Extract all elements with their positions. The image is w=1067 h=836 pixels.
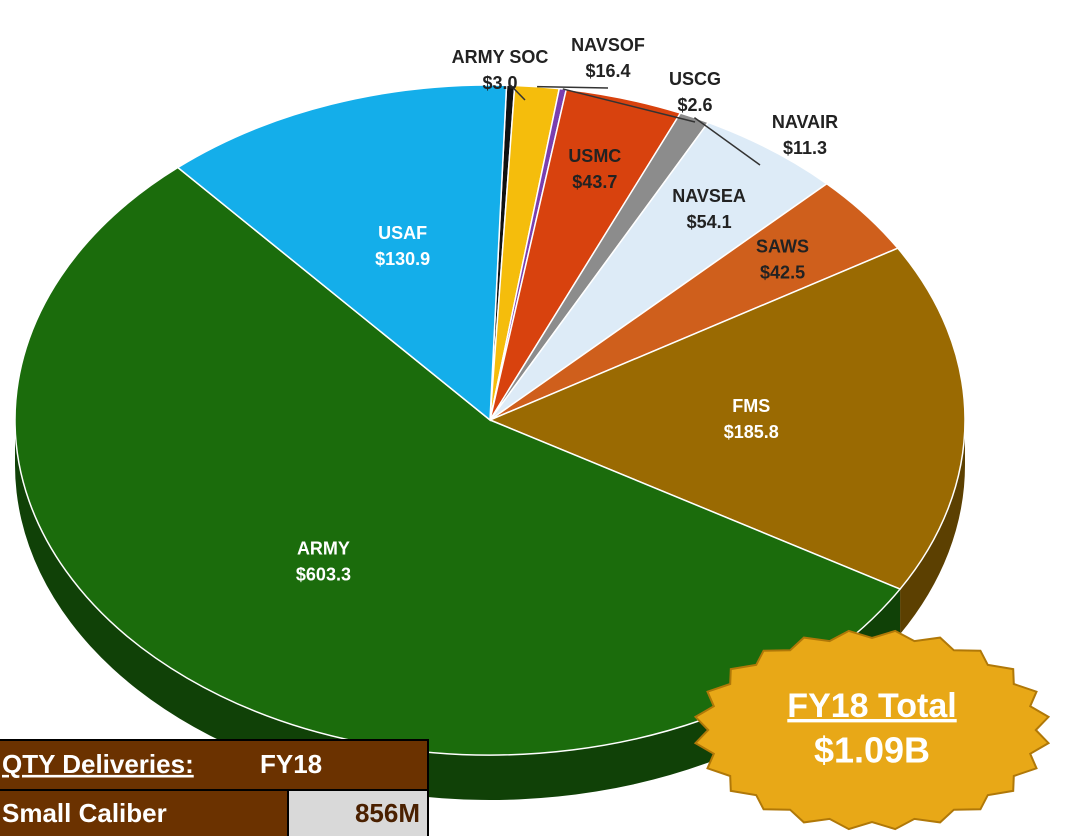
slice-value: $43.7 (572, 172, 617, 192)
slice-label: FMS (732, 396, 770, 416)
slice-label: USMC (568, 146, 621, 166)
table: QTY Deliveries: FY18 Small Caliber 856M (0, 739, 429, 836)
badge-value: $1.09B (814, 730, 930, 771)
slice-side (15, 420, 901, 801)
slice-label: NAVSOF (571, 35, 645, 55)
pie: ARMY SOC $3.0 NAVSOF $16.4 USCG $2.6 USMC $43.7… (14, 35, 966, 801)
slice-value: $54.1 (687, 212, 732, 232)
slice-value: $2.6 (677, 95, 712, 115)
table-header: FY18 (260, 749, 322, 779)
table-cell (287, 789, 429, 836)
slice-label: USCG (669, 69, 721, 89)
slice-value: $16.4 (585, 61, 630, 81)
slice-value: $185.8 (724, 422, 779, 442)
slice (488, 247, 966, 590)
leader-line (693, 116, 761, 166)
slice-label: NAVSEA (672, 186, 746, 206)
table-header: QTY Deliveries: (2, 749, 194, 779)
slice-label: ARMY SOC (452, 47, 549, 67)
leader-line (510, 84, 526, 101)
table-cell-text: Small Caliber (2, 798, 167, 828)
slice-value: $130.9 (375, 249, 430, 269)
slice-value: $11.3 (783, 138, 827, 158)
slice-label: ARMY (297, 539, 350, 559)
badge-seal (693, 629, 1051, 831)
slice-value: $603.3 (296, 565, 351, 585)
leader-line (537, 85, 609, 89)
slice-label: USAF (378, 223, 427, 243)
slice-value: $42.5 (760, 262, 805, 282)
slice-label: NAVAIR (772, 112, 838, 132)
slice (176, 84, 508, 422)
table-cell-text: 856M (355, 798, 420, 828)
slice (489, 121, 829, 421)
slice-value: $3.0 (482, 73, 517, 93)
total-badge: FY18 Total $1.09B (693, 629, 1051, 831)
slice-label: SAWS (756, 236, 809, 256)
badge-title: FY18 Total (787, 687, 956, 725)
leader-line (562, 88, 696, 123)
slice-side (900, 420, 965, 635)
